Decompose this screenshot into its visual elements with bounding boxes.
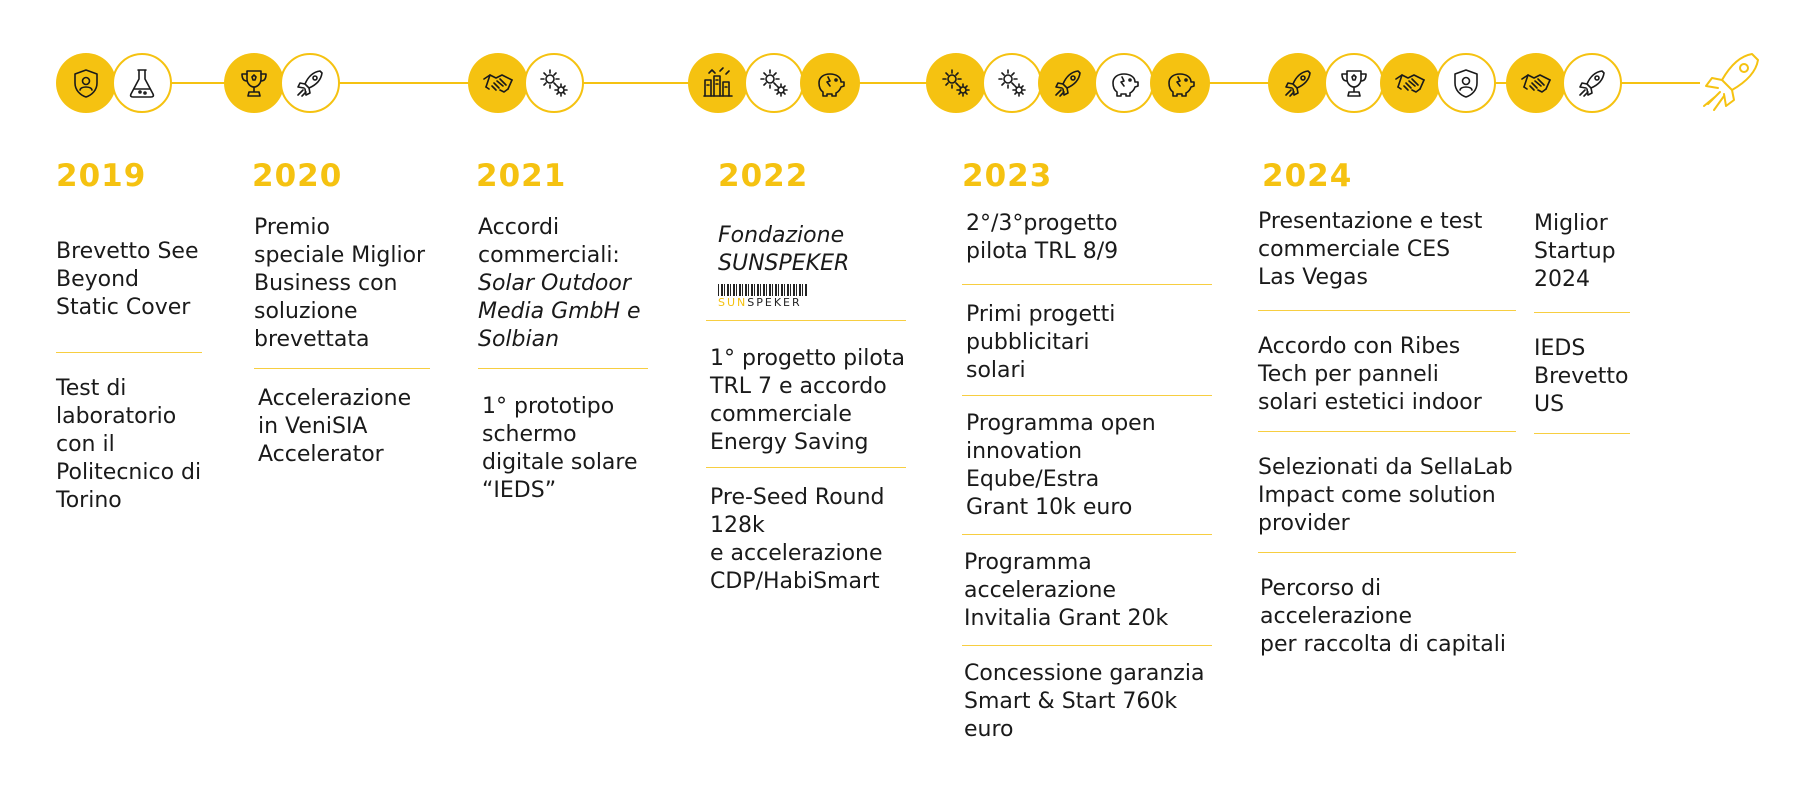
milestone-item: 1° progetto pilota TRL 7 e accordo comme… (710, 346, 905, 455)
milestone-item: Accelerazione in VeniSIA Accelerator (258, 386, 412, 467)
timeline-line (60, 82, 1700, 84)
year-2022: 2022 (718, 158, 809, 194)
milestone-item: Concessione garanzia Smart & Start 760k … (964, 661, 1205, 742)
flask-icon (112, 53, 172, 113)
solar-factory-icon (688, 53, 748, 113)
column-2021: Accordi commerciali: Solar Outdoor Media… (478, 214, 658, 505)
divider (1258, 431, 1516, 432)
milestone-item: Presentazione e test commerciale CES Las… (1258, 209, 1483, 290)
milestone-item: 1° prototipo schermo digitale solare “IE… (482, 394, 638, 503)
column-2024: Presentazione e test commerciale CES Las… (1258, 208, 1518, 659)
year-2020: 2020 (252, 158, 343, 194)
milestone-item: Primi progetti pubblicitari solari (966, 302, 1116, 383)
gears-icon (926, 53, 986, 113)
trophy-icon (224, 53, 284, 113)
column-2019: Brevetto See Beyond Static Cover Test di… (56, 238, 206, 515)
piggy-bank-icon (1150, 53, 1210, 113)
divider (478, 368, 648, 369)
handshake-icon (1506, 53, 1566, 113)
milestone-item: Brevetto See Beyond Static Cover (56, 239, 199, 320)
year-2021: 2021 (476, 158, 567, 194)
gears-icon (982, 53, 1042, 113)
divider (706, 320, 906, 321)
piggy-bank-icon (1094, 53, 1154, 113)
year-2019: 2019 (56, 158, 147, 194)
rocket-icon (280, 53, 340, 113)
column-2020: Premio speciale Miglior Business con sol… (254, 214, 434, 469)
gears-icon (744, 53, 804, 113)
handshake-icon (468, 53, 528, 113)
milestone-item: Fondazione SUNSPEKER (718, 223, 850, 276)
milestone-item: Percorso di accelerazione per raccolta d… (1260, 576, 1506, 657)
piggy-bank-icon (800, 53, 860, 113)
rocket-icon (1038, 53, 1098, 113)
column-2022: Fondazione SUNSPEKER SUNSPEKER 1° proget… (706, 222, 906, 596)
milestone-item: 2°/3°progetto pilota TRL 8/9 (966, 211, 1119, 264)
logo-wordmark: SUNSPEKER (718, 296, 802, 309)
milestone-item: Accordo con Ribes Tech per panneli solar… (1258, 334, 1482, 415)
divider (1534, 312, 1630, 313)
shield-user-icon (56, 53, 116, 113)
year-2024: 2024 (1262, 158, 1353, 194)
column-2024-awards: Miglior Startup 2024 IEDS Brevetto US (1534, 210, 1634, 434)
column-2023: 2°/3°progetto pilota TRL 8/9 Primi proge… (962, 210, 1212, 744)
milestone-item: IEDS Brevetto US (1534, 336, 1629, 417)
milestone-item: Accordi commerciali: (478, 215, 620, 268)
barcode-graphic (718, 284, 808, 296)
handshake-icon (1380, 53, 1440, 113)
divider (962, 395, 1212, 396)
shield-user-icon (1436, 53, 1496, 113)
milestone-item-partners: Solar Outdoor Media GmbH e Solbian (478, 271, 641, 352)
divider (706, 467, 906, 468)
milestone-item: Premio speciale Miglior Business con sol… (254, 215, 426, 352)
milestone-item: Miglior Startup 2024 (1534, 211, 1616, 292)
milestone-item: Pre-Seed Round 128k e accelerazione CDP/… (710, 485, 885, 594)
rocket-launch-icon (1703, 53, 1759, 111)
year-2023: 2023 (962, 158, 1053, 194)
milestone-item: Selezionati da SellaLab Impact come solu… (1258, 455, 1513, 536)
trophy-icon (1324, 53, 1384, 113)
divider (962, 645, 1212, 646)
divider (962, 284, 1212, 285)
rocket-icon (1562, 53, 1622, 113)
divider (56, 352, 202, 353)
divider (962, 534, 1212, 535)
rocket-icon (1268, 53, 1328, 113)
divider (1534, 433, 1630, 434)
milestone-item: Programma accelerazione Invitalia Grant … (964, 550, 1169, 631)
milestone-item: Test di laboratorio con il Politecnico d… (56, 376, 202, 513)
gears-icon (524, 53, 584, 113)
sunspeker-logo: SUNSPEKER (718, 284, 808, 310)
milestone-item: Programma open innovation Eqube/Estra Gr… (966, 411, 1156, 520)
divider (1258, 310, 1516, 311)
divider (254, 368, 430, 369)
divider (1258, 552, 1516, 553)
